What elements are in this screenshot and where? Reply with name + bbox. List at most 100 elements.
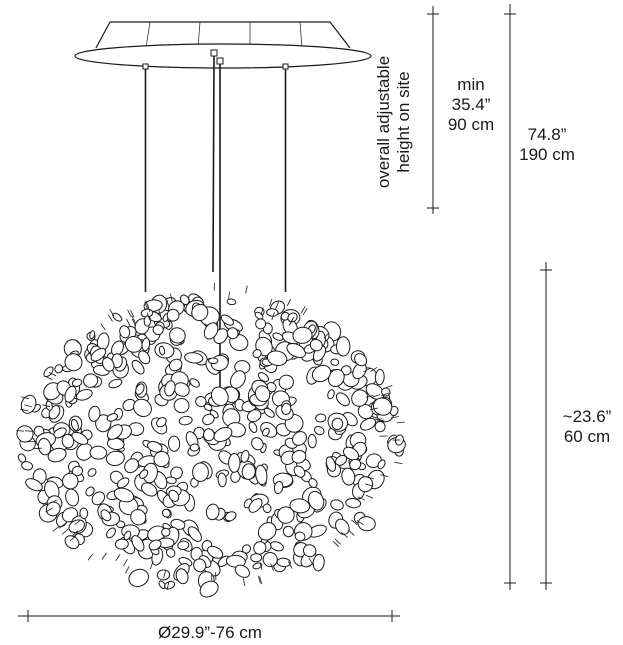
leaf (135, 383, 145, 395)
leaf-stem (115, 553, 121, 562)
leaf (262, 503, 272, 514)
leaf (202, 413, 215, 426)
leaf (335, 392, 350, 407)
leaf (331, 417, 344, 431)
leaf-stem (166, 300, 170, 309)
leaf (286, 342, 307, 359)
cluster-height-cm: 60 cm (563, 427, 611, 446)
leaf (307, 490, 325, 511)
leaf (330, 358, 340, 366)
cluster-height-label: ~23.6” 60 cm (551, 407, 623, 447)
cluster-height-inches: ~23.6” (562, 407, 612, 426)
leaf (143, 315, 152, 327)
leaf-stem (323, 332, 330, 339)
leaf-stem (271, 312, 275, 321)
leaf (282, 525, 295, 538)
leaf-stem (390, 416, 399, 419)
leaf-stem (348, 529, 355, 536)
leaf (91, 491, 106, 506)
leaf (292, 326, 313, 344)
leaf (187, 526, 202, 542)
leaf (359, 417, 377, 431)
leaf (294, 531, 306, 542)
leaf-stem (380, 474, 389, 477)
leaf (248, 421, 258, 434)
leaf-stem (146, 312, 151, 321)
leaf (100, 509, 112, 522)
leaf (139, 469, 149, 479)
leaf (166, 548, 176, 558)
leaf (365, 383, 385, 400)
leaf-stem (144, 301, 148, 310)
leaf (16, 425, 34, 443)
leaf (345, 497, 362, 509)
leaf (335, 336, 351, 357)
leaf-stem (242, 578, 246, 587)
leaf-stem (48, 372, 57, 377)
leaf (342, 446, 360, 461)
leaf-stem (363, 367, 371, 373)
leaf-stem (126, 318, 131, 326)
leaf (64, 353, 83, 372)
leaf-stem (396, 421, 405, 424)
leaf-stem (145, 300, 149, 309)
leaf-stem (365, 476, 374, 480)
leaf (354, 353, 368, 367)
leaf (365, 453, 382, 468)
leaf-stem (257, 575, 261, 584)
leaf-stem (259, 576, 263, 585)
leaf (272, 332, 284, 341)
leaf (75, 388, 93, 401)
leaf (291, 449, 307, 464)
dimension-lines (18, 4, 552, 622)
leaf (276, 557, 291, 568)
leaf-stem (270, 563, 274, 571)
leaf (307, 434, 317, 449)
leaf (277, 506, 295, 524)
leaf (278, 374, 294, 390)
leaf (220, 314, 234, 326)
leaf (192, 462, 209, 482)
leaf-stem (125, 566, 130, 574)
leaf (255, 318, 267, 330)
leaf (357, 404, 374, 420)
leaf-stem (49, 499, 58, 504)
leaf (64, 535, 80, 550)
leaf (228, 453, 241, 473)
leaf (191, 303, 209, 322)
leaf (330, 499, 344, 511)
leaf (108, 378, 123, 389)
leaf-stem (287, 561, 293, 569)
leaf (273, 480, 284, 495)
leaf (166, 308, 180, 322)
leaf-stem (370, 407, 379, 411)
leaf (377, 459, 386, 470)
diameter-value: Ø29.9”-76 cm (158, 623, 262, 642)
leaf (251, 437, 264, 451)
suspension-cables (142, 49, 289, 400)
leaf-stem (334, 538, 341, 545)
leaf (189, 443, 200, 452)
leaf-stem (394, 461, 403, 464)
leaf (311, 364, 332, 383)
leaf (156, 569, 171, 581)
leaf (208, 357, 219, 365)
leaf-stem (365, 483, 373, 487)
leaf-stem (131, 315, 136, 323)
leaf (164, 580, 176, 590)
leaf (374, 421, 386, 433)
leaf (217, 472, 227, 488)
leaf-stem (58, 523, 66, 529)
leaf-stem (384, 385, 393, 389)
leaf (54, 364, 64, 374)
leaf (312, 553, 325, 572)
leaf (254, 385, 271, 403)
leaf (357, 476, 374, 493)
leaf-stem (101, 552, 107, 560)
leaf (257, 522, 277, 541)
leaf (293, 465, 306, 478)
leaf (173, 397, 190, 414)
leaf (147, 440, 163, 453)
leaf (71, 431, 89, 445)
